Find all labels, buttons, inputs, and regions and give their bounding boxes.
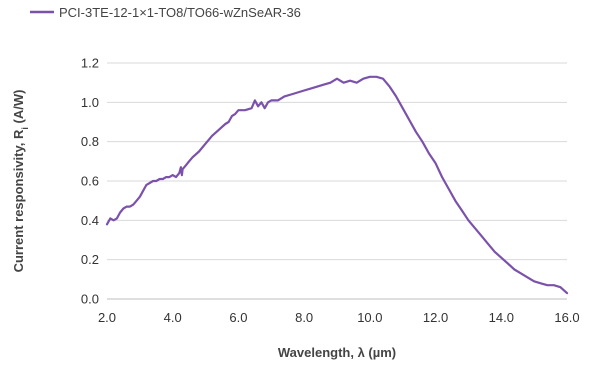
y-tick-label: 0.4	[81, 213, 99, 228]
x-tick-label: 4.0	[164, 310, 182, 325]
series-line	[105, 75, 569, 295]
gridlines	[107, 62, 567, 261]
legend: PCI-3TE-12-1×1-TO8/TO66-wZnSeAR-36	[30, 5, 301, 20]
x-axis-title: Wavelength, λ (µm)	[278, 345, 396, 360]
x-tick-label: 14.0	[489, 310, 514, 325]
y-tick-labels: 0.0 0.2 0.4 0.6 0.8 1.0 1.2	[81, 56, 99, 307]
x-tick-label: 10.0	[357, 310, 382, 325]
y-tick-label: 1.0	[81, 95, 99, 110]
y-tick-label: 0.2	[81, 252, 99, 267]
y-tick-label: 0.0	[81, 292, 99, 307]
legend-label: PCI-3TE-12-1×1-TO8/TO66-wZnSeAR-36	[59, 5, 301, 20]
y-axis-title-unit: (A/W)	[11, 90, 26, 128]
x-tick-label: 6.0	[229, 310, 247, 325]
x-tick-label: 16.0	[554, 310, 579, 325]
y-axis-title-main: Current responsivity, R	[11, 129, 26, 272]
series-group	[105, 75, 569, 295]
y-tick-label: 0.6	[81, 174, 99, 189]
y-tick-label: 0.8	[81, 134, 99, 149]
x-tick-labels: 2.0 4.0 6.0 8.0 10.0 12.0 14.0 16.0	[98, 310, 580, 325]
x-tick-label: 2.0	[98, 310, 116, 325]
y-axis-title-sub: i	[20, 127, 30, 130]
y-axis-title: Current responsivity, Ri (A/W)	[11, 90, 30, 273]
x-tick-label: 8.0	[295, 310, 313, 325]
x-tick-label: 12.0	[423, 310, 448, 325]
y-tick-label: 1.2	[81, 56, 99, 71]
